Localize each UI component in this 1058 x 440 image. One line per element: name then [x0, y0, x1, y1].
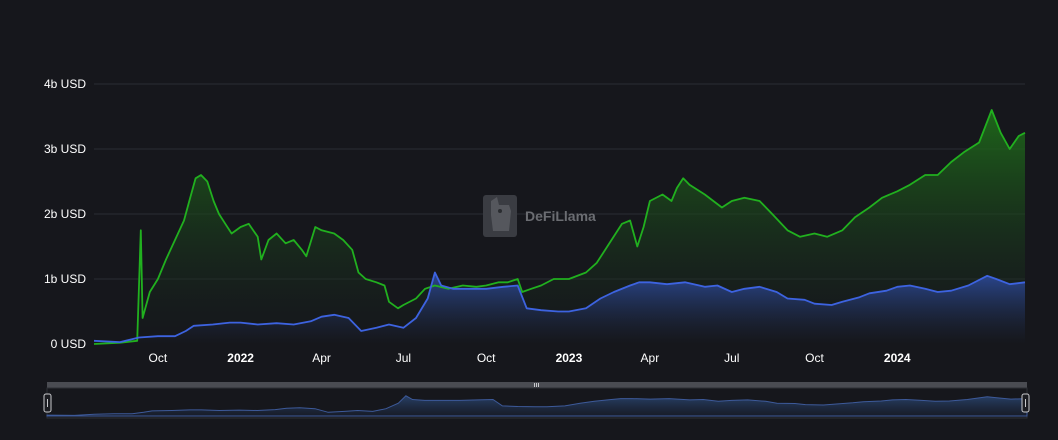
- blue-series-area: [94, 272, 1025, 344]
- navigator-left-handle[interactable]: [43, 393, 52, 413]
- blue-series-line: [93, 271, 1026, 343]
- navigator-right-handle[interactable]: [1021, 393, 1030, 413]
- series-areas: [94, 110, 1025, 344]
- series-lines: [93, 109, 1026, 345]
- y-tick-label: 1b USD: [44, 272, 86, 286]
- x-tick-label: Oct: [149, 351, 168, 365]
- watermark: DeFiLlama: [483, 195, 596, 237]
- x-tick-label: Oct: [805, 351, 824, 365]
- y-tick-label: 2b USD: [44, 207, 86, 221]
- y-tick-label: 3b USD: [44, 142, 86, 156]
- navigator-drag-grip-icon[interactable]: [534, 383, 539, 387]
- green-series-line: [93, 109, 1026, 345]
- y-tick-label: 4b USD: [44, 77, 86, 91]
- x-tick-label: Apr: [641, 351, 660, 365]
- llama-logo-icon: [483, 195, 517, 237]
- navigator-series-area: [46, 395, 1028, 417]
- x-tick-label: Apr: [312, 351, 331, 365]
- x-tick-label: 2024: [884, 351, 911, 365]
- y-axis-ticks: 0 USD 1b USD 2b USD 3b USD 4b USD: [44, 77, 86, 351]
- x-tick-label: Jul: [396, 351, 411, 365]
- x-axis-ticks: Oct 2022 Apr Jul Oct 2023 Apr Jul Oct 2024: [149, 351, 911, 365]
- x-tick-label: 2022: [227, 351, 254, 365]
- y-tick-label: 0 USD: [51, 337, 87, 351]
- x-tick-label: Jul: [724, 351, 739, 365]
- x-tick-label: Oct: [477, 351, 496, 365]
- range-navigator[interactable]: [43, 382, 1030, 419]
- x-tick-label: 2023: [556, 351, 583, 365]
- green-series-area: [94, 110, 1025, 344]
- watermark-text: DeFiLlama: [525, 208, 596, 224]
